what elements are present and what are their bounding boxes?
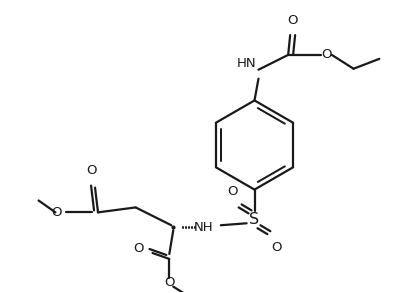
Text: HN: HN [236, 57, 256, 70]
Text: O: O [271, 241, 281, 254]
Text: O: O [321, 48, 331, 61]
Text: O: O [286, 14, 297, 27]
Text: O: O [51, 206, 61, 219]
Text: NH: NH [193, 221, 212, 234]
Text: O: O [85, 164, 96, 177]
Text: O: O [227, 185, 237, 197]
Text: O: O [164, 276, 174, 289]
Text: O: O [133, 241, 143, 255]
Text: S: S [249, 212, 259, 227]
